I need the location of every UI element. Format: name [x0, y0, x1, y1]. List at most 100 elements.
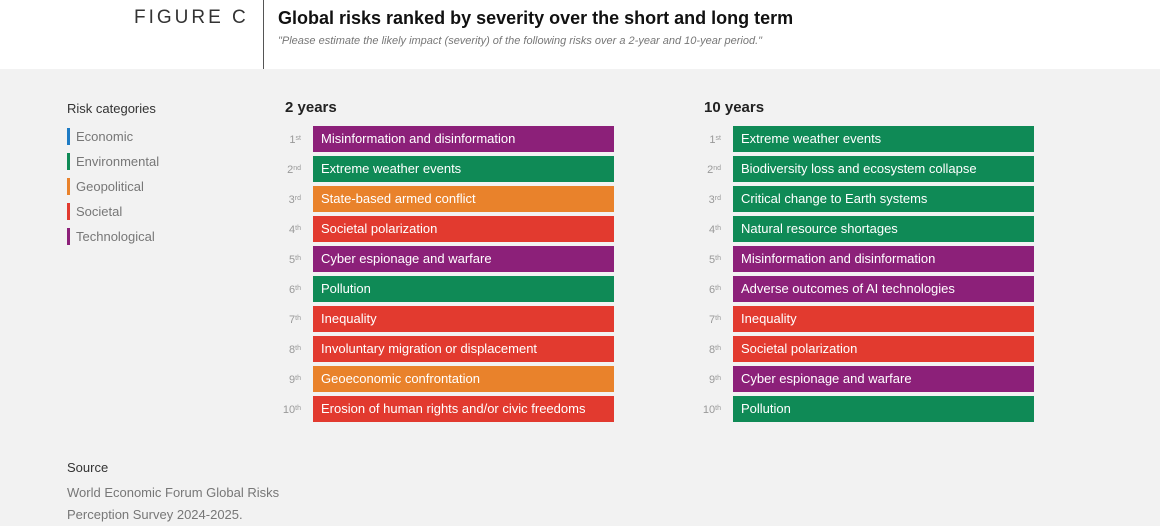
rank-label: 3rd: [275, 193, 301, 207]
risk-bar: Cyber espionage and warfare: [313, 246, 614, 272]
rank-number: 10: [282, 404, 296, 416]
risk-bar: Geoeconomic confrontation: [313, 366, 614, 392]
header-divider: [263, 0, 264, 69]
rank-number: 8: [289, 344, 296, 356]
rank-suffix: st: [715, 135, 721, 142]
rank-number: 6: [289, 284, 296, 296]
rank-label: 6th: [275, 283, 301, 297]
rank-suffix: th: [715, 345, 721, 352]
rank-label: 1st: [695, 133, 721, 147]
column-title-10-years: 10 years: [704, 99, 765, 116]
legend-swatch: [67, 128, 70, 145]
legend-swatch: [67, 153, 70, 170]
legend-title: Risk categories: [67, 101, 156, 116]
figure-subtitle: "Please estimate the likely impact (seve…: [278, 35, 763, 47]
rank-suffix: th: [295, 315, 301, 322]
rank-label: 7th: [275, 313, 301, 327]
rank-label: 9th: [695, 373, 721, 387]
figure-header: FIGURE C Global risks ranked by severity…: [0, 0, 1160, 69]
rank-label: 8th: [275, 343, 301, 357]
legend-swatch: [67, 178, 70, 195]
rank-number: 4: [289, 224, 296, 236]
rank-number: 9: [289, 374, 296, 386]
risk-bar: Biodiversity loss and ecosystem collapse: [733, 156, 1034, 182]
risk-bar: Pollution: [313, 276, 614, 302]
legend-label: Economic: [76, 129, 134, 144]
rank-suffix: st: [295, 135, 301, 142]
rank-number: 5: [709, 254, 716, 266]
risk-bar: Adverse outcomes of AI technologies: [733, 276, 1034, 302]
legend-label: Environmental: [76, 154, 160, 169]
rank-label: 5th: [695, 253, 721, 267]
rank-label: 6th: [695, 283, 721, 297]
figure-title: Global risks ranked by severity over the…: [278, 8, 794, 28]
rank-number: 7: [289, 314, 296, 326]
risk-bar: Erosion of human rights and/or civic fre…: [313, 396, 614, 422]
rank-label: 8th: [695, 343, 721, 357]
rank-suffix: rd: [714, 195, 721, 202]
legend-label: Societal: [76, 204, 123, 219]
rank-number: 9: [709, 374, 716, 386]
rank-label: 10th: [275, 403, 301, 417]
risk-bar: Misinformation and disinformation: [733, 246, 1034, 272]
risk-bar: Societal polarization: [313, 216, 614, 242]
rank-label: 2nd: [275, 163, 301, 177]
rank-label: 4th: [275, 223, 301, 237]
rank-suffix: rd: [294, 195, 301, 202]
figure-label: FIGURE C: [134, 7, 249, 28]
rank-number: 6: [709, 284, 716, 296]
risk-bar: Natural resource shortages: [733, 216, 1034, 242]
legend-label: Technological: [76, 229, 155, 244]
rank-suffix: th: [715, 285, 721, 292]
legend-label: Geopolitical: [76, 179, 144, 194]
rank-suffix: nd: [293, 165, 301, 172]
rank-number: 1: [289, 134, 296, 146]
risk-bar: Pollution: [733, 396, 1034, 422]
rank-suffix: th: [715, 375, 721, 382]
rank-suffix: th: [715, 255, 721, 262]
rank-number: 2: [287, 164, 294, 176]
rank-suffix: nd: [713, 165, 721, 172]
rank-label: 3rd: [695, 193, 721, 207]
rank-label: 9th: [275, 373, 301, 387]
source-text: World Economic Forum Global Risks Percep…: [67, 485, 280, 522]
rank-label: 10th: [695, 403, 721, 417]
rank-suffix: th: [715, 225, 721, 232]
rank-label: 7th: [695, 313, 721, 327]
rank-suffix: th: [295, 375, 301, 382]
rank-suffix: th: [295, 285, 301, 292]
rank-suffix: th: [715, 405, 721, 412]
rank-suffix: th: [295, 405, 301, 412]
column-title-2-years: 2 years: [285, 99, 337, 116]
rank-number: 3: [288, 194, 295, 206]
source-title: Source: [67, 460, 109, 475]
rank-number: 7: [709, 314, 716, 326]
rank-number: 10: [702, 404, 716, 416]
risk-bar: Cyber espionage and warfare: [733, 366, 1034, 392]
rank-number: 4: [709, 224, 716, 236]
risk-bar: Extreme weather events: [733, 126, 1034, 152]
risk-bar: Societal polarization: [733, 336, 1034, 362]
rank-label: 1st: [275, 133, 301, 147]
rank-number: 8: [709, 344, 716, 356]
rank-number: 5: [289, 254, 296, 266]
rank-number: 1: [709, 134, 716, 146]
rank-number: 3: [708, 194, 715, 206]
rank-suffix: th: [295, 255, 301, 262]
rank-suffix: th: [295, 345, 301, 352]
rank-label: 4th: [695, 223, 721, 237]
rank-label: 5th: [275, 253, 301, 267]
legend-swatch: [67, 203, 70, 220]
rank-label: 2nd: [695, 163, 721, 177]
legend-swatch: [67, 228, 70, 245]
risk-bar: Misinformation and disinformation: [313, 126, 614, 152]
rank-suffix: th: [295, 225, 301, 232]
risk-bar: Inequality: [733, 306, 1034, 332]
risk-bar: Critical change to Earth systems: [733, 186, 1034, 212]
risk-bar: State-based armed conflict: [313, 186, 614, 212]
risk-bar: Extreme weather events: [313, 156, 614, 182]
risk-bar: Inequality: [313, 306, 614, 332]
rank-suffix: th: [715, 315, 721, 322]
risk-bar: Involuntary migration or displacement: [313, 336, 614, 362]
rank-number: 2: [707, 164, 714, 176]
